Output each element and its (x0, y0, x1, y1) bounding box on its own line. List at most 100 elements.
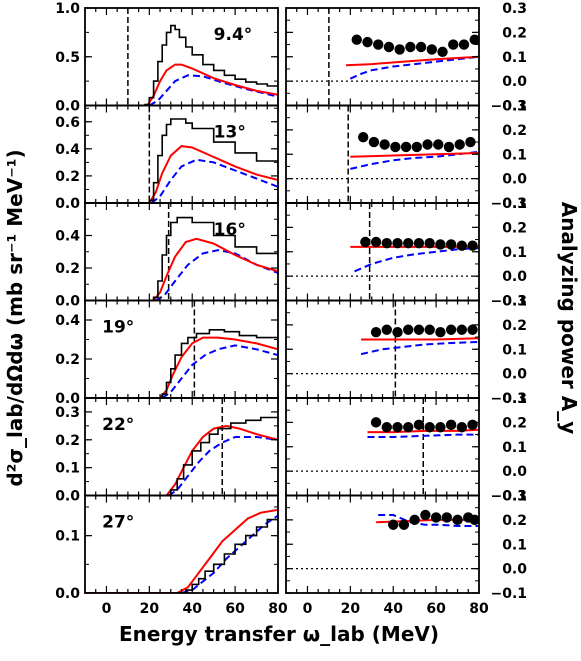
y-tick-label: 0.4 (55, 229, 80, 245)
data-point (398, 519, 410, 530)
data-point (445, 239, 457, 250)
series-solid (165, 424, 278, 496)
y-tick-label: 0.3 (502, 391, 527, 407)
data-point (433, 139, 444, 150)
series-data (138, 24, 278, 106)
data-point (381, 422, 392, 433)
x-tick-label: 80 (268, 601, 288, 617)
cs-panel-4: 0.0 0.1 0.2 0.3 22° (55, 397, 279, 505)
y-tick-label: −0.1 (490, 489, 527, 505)
ay-panel-4: −0.1 0.0 0.1 0.2 0.3 (285, 391, 527, 505)
data-point (454, 139, 465, 150)
data-point (435, 326, 446, 338)
y-tick-label: −0.1 (490, 99, 527, 115)
y-tick-label: −0.1 (490, 294, 527, 310)
data-point (351, 34, 362, 45)
series-dashed (367, 433, 479, 438)
data-point (405, 41, 416, 53)
data-point (448, 39, 459, 50)
angle-label: 16° (214, 220, 246, 240)
data-point (456, 422, 468, 433)
y-tick-label: −0.1 (490, 196, 527, 212)
x-tick-label: 20 (341, 601, 361, 617)
y-tick-label: 0.2 (502, 318, 527, 334)
data-point (409, 514, 420, 526)
y-tick-label: 0.0 (55, 294, 80, 310)
angle-label: 19° (102, 318, 134, 338)
cs-panel-3: 0.0 0.2 0.4 19° (55, 299, 279, 407)
y-tick-label: 0.1 (55, 461, 80, 477)
angle-label: 9.4° (214, 25, 253, 45)
data-point (467, 324, 478, 335)
y-tick-label: 0.3 (502, 1, 527, 17)
y-tick-label: 0.2 (502, 220, 527, 236)
y-tick-label: 0.1 (502, 245, 527, 261)
data-point (403, 422, 414, 433)
y-tick-label: 0.0 (502, 464, 527, 480)
x-axis-label: Energy transfer ω_lab (MeV) (119, 622, 439, 646)
y-tick-label: 0.0 (502, 562, 527, 578)
y-tick-label: −0.1 (490, 391, 527, 407)
data-point (443, 141, 455, 153)
data-point (424, 238, 435, 249)
angle-label: 27° (102, 513, 134, 533)
data-point (392, 238, 403, 249)
y-tick-label: 0.0 (502, 367, 527, 383)
data-point (426, 44, 438, 55)
data-point (422, 139, 433, 150)
y-tick-label: 0.1 (502, 50, 527, 66)
data-point (424, 422, 435, 433)
y-tick-label: 0.0 (55, 586, 80, 602)
panel-frame (285, 202, 480, 302)
series-dashed (181, 514, 278, 593)
y-tick-label: 0.2 (55, 261, 80, 277)
panel-frame (285, 494, 480, 594)
y-tick-label: 0.3 (502, 489, 527, 505)
series-solid (148, 145, 278, 203)
y-tick-label: 0.1 (502, 342, 527, 358)
panel-frame (285, 397, 480, 497)
series-data (179, 512, 278, 593)
data-point (441, 512, 453, 523)
data-point (456, 324, 468, 335)
y-tick-label: 0.1 (502, 440, 527, 456)
panel-frame (285, 299, 480, 399)
angle-label: 22° (102, 415, 134, 435)
cs-panel-2: 0.0 0.2 0.4 16° (55, 202, 279, 310)
data-point (435, 239, 446, 250)
ay-panel-2: −0.1 0.0 0.1 0.2 0.3 (285, 196, 527, 310)
data-point (370, 236, 382, 248)
series-dashed (349, 55, 479, 80)
panel-frame (84, 494, 279, 594)
data-point (413, 324, 425, 335)
series-solid (159, 336, 278, 398)
data-point (381, 238, 392, 249)
data-point (445, 324, 457, 335)
series-solid (361, 337, 479, 341)
data-point (456, 240, 468, 251)
data-point (445, 419, 457, 431)
data-point (467, 240, 478, 251)
data-point (381, 324, 392, 335)
data-point (411, 141, 423, 153)
y-tick-label: 0.4 (55, 313, 80, 329)
cs-panel-1: 0.0 0.2 0.4 0.6 13° (55, 104, 279, 212)
data-point (458, 39, 470, 50)
y-axis-label-right: Analyzing power A_y (557, 202, 581, 435)
data-point (368, 136, 380, 148)
ay-panel-1: −0.1 0.0 0.1 0.2 0.3 (285, 99, 527, 212)
y-tick-label: 0.3 (502, 294, 527, 310)
data-point (370, 326, 382, 338)
x-tick-label: 20 (140, 601, 160, 617)
data-point (390, 141, 401, 153)
panel-frame (84, 7, 279, 107)
y-tick-label: 0.2 (502, 25, 527, 41)
series-solid (345, 55, 479, 67)
y-tick-label: 0.5 (55, 50, 80, 66)
data-point (370, 417, 382, 428)
data-point (392, 422, 403, 433)
y-tick-label: 0.0 (55, 489, 80, 505)
x-tick-label: 80 (469, 601, 489, 617)
data-point (383, 41, 395, 53)
